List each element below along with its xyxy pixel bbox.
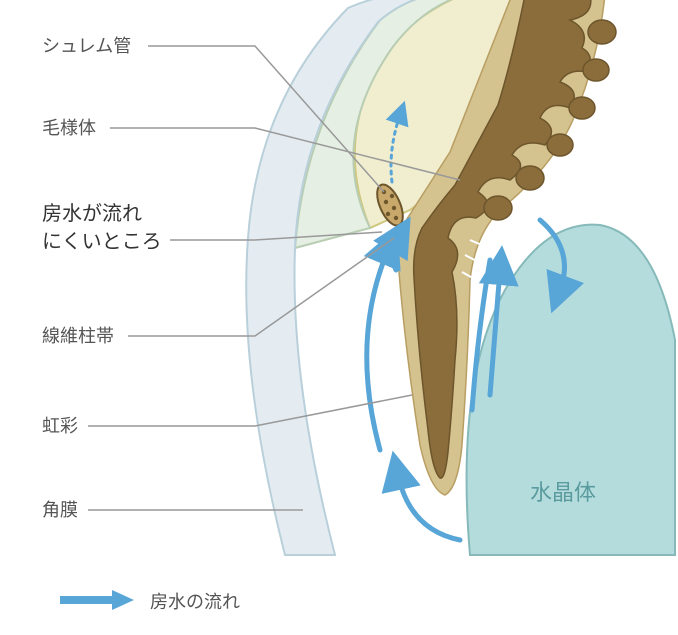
anatomy-svg: 水晶体 — [0, 0, 678, 635]
lens-label: 水晶体 — [530, 480, 596, 505]
label-blockage-l1: 房水が流れ — [42, 203, 142, 225]
legend-arrow-icon — [60, 590, 134, 610]
legend-text: 房水の流れ — [150, 588, 240, 614]
eye-diagram: 水晶体 シュレム管 毛様体 房水が流れ にくいところ 線維柱帯 虹彩 角膜 房水… — [0, 0, 678, 635]
ciliary-blob — [547, 134, 573, 156]
schlemm-dot — [390, 194, 394, 198]
label-zonule: 線維柱帯 — [42, 324, 114, 349]
schlemm-dot — [386, 212, 390, 216]
label-cornea: 角膜 — [42, 498, 78, 523]
label-iris: 虹彩 — [42, 414, 78, 439]
ciliary-blob — [583, 59, 609, 81]
ciliary-blob — [588, 20, 616, 44]
ciliary-blob — [484, 196, 512, 220]
ciliary-blob — [516, 166, 544, 190]
schlemm-dot — [392, 206, 396, 210]
legend: 房水の流れ — [150, 588, 240, 614]
label-blockage: 房水が流れ にくいところ — [42, 200, 162, 256]
ciliary-blob — [569, 97, 595, 119]
schlemm-dot — [384, 200, 388, 204]
label-ciliary: 毛様体 — [42, 116, 96, 141]
schlemm-dot — [394, 216, 398, 220]
label-schlemm: シュレム管 — [42, 34, 131, 59]
label-blockage-l2: にくいところ — [42, 231, 162, 253]
